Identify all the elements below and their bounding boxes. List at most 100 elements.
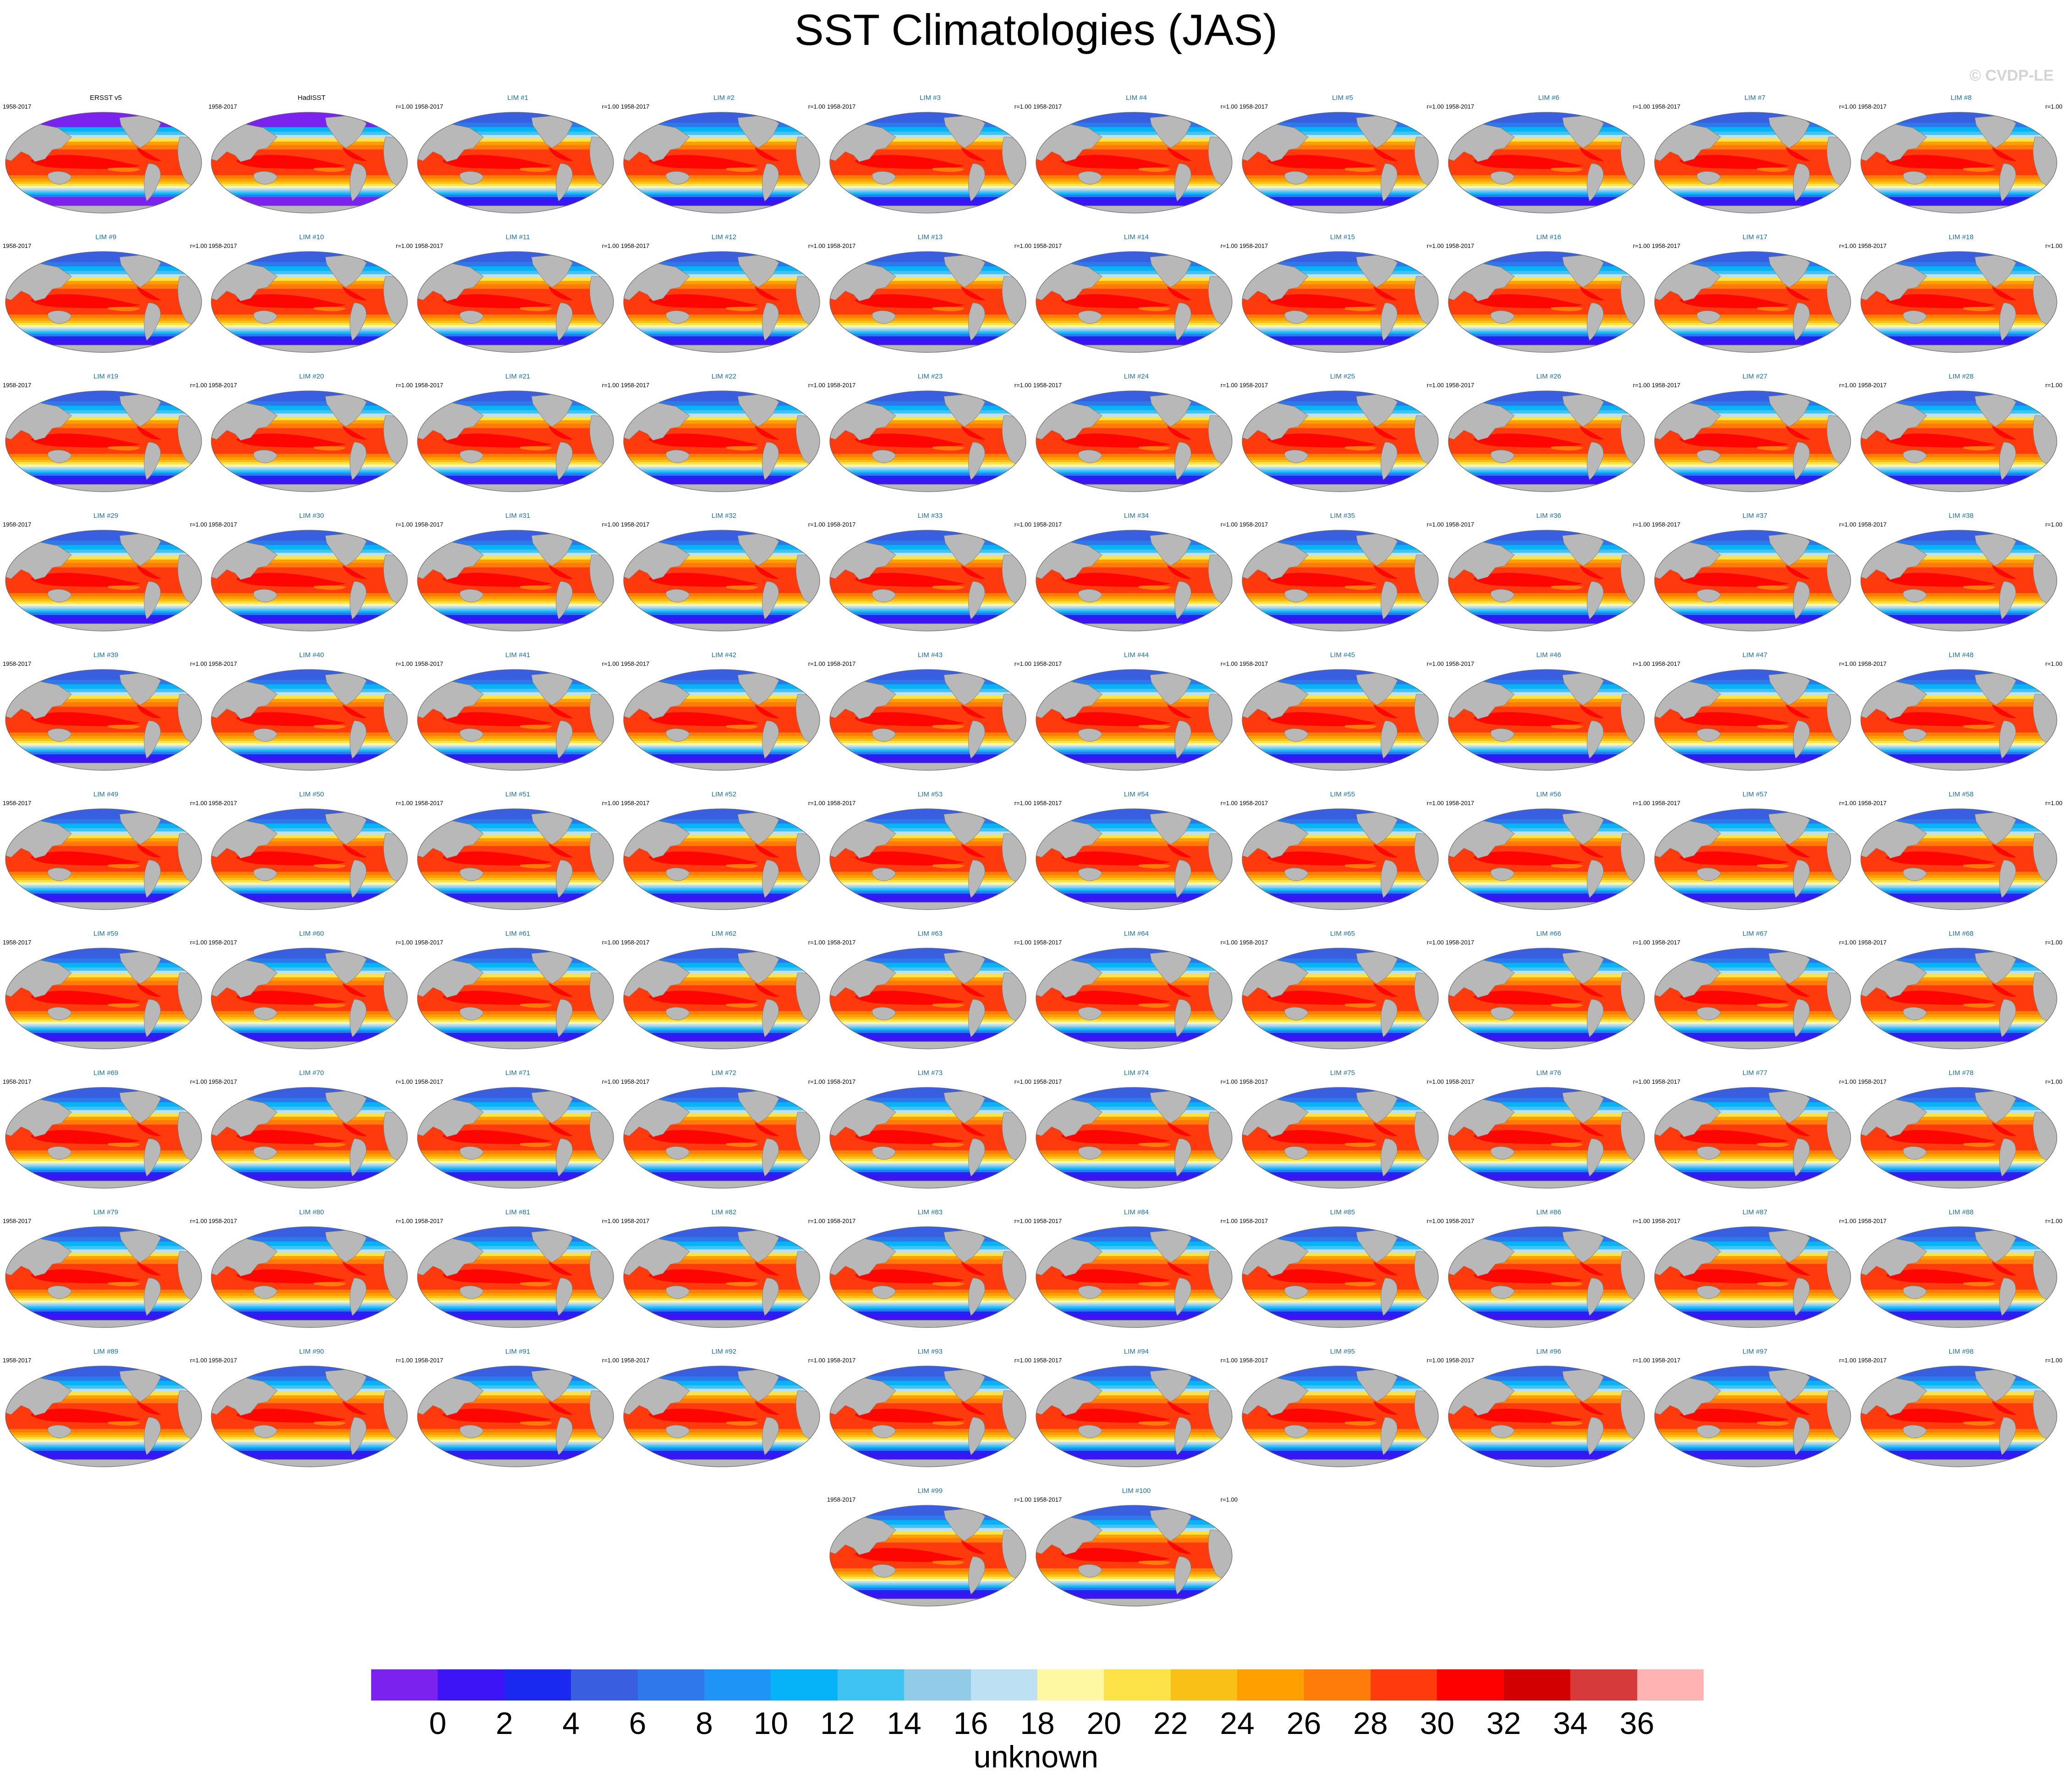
warm-pool (548, 565, 573, 579)
panel-period: 1958-2017 (3, 382, 32, 389)
sst-band (624, 1102, 820, 1107)
panel-title: LIM #18 (1948, 233, 1974, 241)
warm-pool (1786, 983, 1810, 997)
sst-band (417, 178, 614, 181)
sst-band (5, 977, 202, 981)
sst-band (624, 453, 820, 457)
sst-band (417, 609, 614, 611)
warm-pool (1579, 286, 1604, 301)
sst-band (1242, 1366, 1438, 1377)
sst-band (1036, 980, 1232, 986)
sst-band (624, 252, 820, 262)
sst-band (1448, 967, 1644, 971)
sst-band (211, 735, 407, 739)
sst-map (417, 948, 614, 1049)
panel-title: LIM #40 (299, 651, 324, 659)
colorbar-tick-label: 36 (1619, 1706, 1655, 1741)
cold-tongue (1139, 167, 1171, 172)
sst-band (830, 1445, 1026, 1447)
sst-band (1242, 834, 1438, 839)
continent (1078, 728, 1102, 742)
sst-band (1242, 1380, 1438, 1386)
warm-pool (961, 844, 986, 858)
map-border (417, 390, 614, 492)
sst-band (624, 1106, 820, 1110)
warm-pool (1267, 294, 1377, 308)
sst-band (1448, 1102, 1644, 1107)
sst-band (830, 893, 1026, 897)
sst-band (624, 1109, 820, 1114)
continent (1655, 345, 1851, 352)
continent (624, 205, 820, 213)
sst-band (5, 893, 202, 897)
continent (1697, 867, 1721, 881)
sst-band (1448, 823, 1644, 828)
sst-band (211, 457, 407, 460)
panel-correlation: r=1.00 (190, 660, 207, 667)
warm-pool (961, 1262, 986, 1276)
sst-band (624, 556, 820, 560)
sst-band (5, 752, 202, 755)
sst-band (830, 614, 1026, 618)
sst-band (830, 831, 1026, 835)
map-border (1448, 669, 1645, 771)
sst-band (1861, 1168, 2057, 1170)
sst-band (1448, 684, 1644, 689)
sst-band (1448, 1445, 1644, 1447)
continent (968, 442, 985, 480)
sst-band (830, 888, 1026, 890)
cold-tongue (1139, 1421, 1171, 1426)
sst-band (1448, 669, 1644, 680)
sst-band (1242, 669, 1438, 680)
warm-pool (755, 1401, 779, 1415)
cold-tongue (1139, 585, 1171, 590)
continent (1861, 902, 2057, 910)
panel-period: 1958-2017 (1239, 1218, 1268, 1224)
sst-band (5, 1443, 202, 1445)
cold-tongue (1963, 864, 1995, 869)
sst-map (5, 808, 202, 910)
continent (830, 345, 1026, 352)
sst-band (1036, 1146, 1232, 1151)
sst-band (624, 460, 820, 462)
map-border (5, 251, 202, 353)
sst-band (211, 1164, 407, 1167)
panel-period: 1958-2017 (1652, 939, 1681, 946)
sst-band (1242, 593, 1438, 597)
sst-band (5, 603, 202, 606)
warm-pool (1579, 983, 1604, 997)
sst-band (1448, 1298, 1644, 1300)
map-panel: LIM #70 1958-2017 r=1.00 (208, 1069, 415, 1207)
map-border (1654, 808, 1851, 910)
continent (1174, 442, 1191, 480)
sst-band (5, 886, 202, 888)
sst-band (1036, 1304, 1232, 1306)
sst-band (1655, 540, 1851, 545)
sst-band (1242, 886, 1438, 888)
sst-band (1242, 1109, 1438, 1114)
sst-band (417, 460, 614, 462)
sst-band (624, 599, 820, 602)
map-panel: LIM #89 1958-2017 r=1.00 (3, 1348, 209, 1485)
continent (968, 999, 985, 1037)
sst-band (5, 1306, 202, 1308)
sst-band (1036, 1025, 1232, 1027)
sst-band (830, 875, 1026, 878)
sst-band (624, 1030, 820, 1033)
sst-band (417, 1032, 614, 1036)
sst-band (1448, 178, 1644, 181)
sst-band (1655, 831, 1851, 835)
panel-title: LIM #11 (505, 233, 530, 241)
sst-band (211, 1300, 407, 1303)
sst-band (1655, 669, 1851, 680)
panel-correlation: r=1.00 (1014, 800, 1031, 806)
sst-band (1655, 1256, 1851, 1260)
sst-map (623, 948, 820, 1049)
sst-band (211, 688, 407, 692)
sst-band (624, 401, 820, 406)
continent (5, 763, 202, 770)
watermark: © CVDP-LE (1969, 67, 2054, 84)
sst-band (5, 310, 202, 315)
sst-band (1242, 1113, 1438, 1117)
sst-band (624, 1014, 820, 1017)
